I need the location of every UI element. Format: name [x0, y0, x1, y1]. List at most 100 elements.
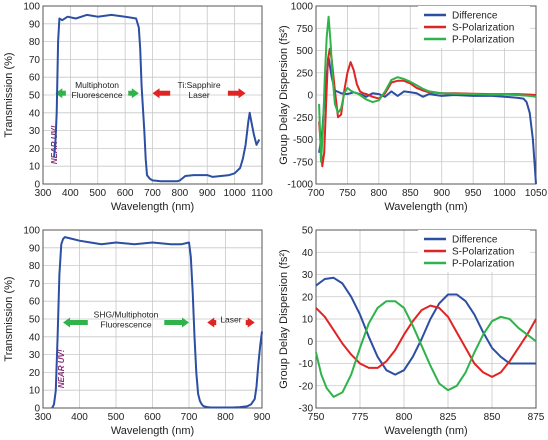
y-axis-label: Transmission (%)	[3, 276, 15, 361]
annotation-label: SHG/Multiphoton	[94, 310, 159, 320]
annotation-label: Laser	[188, 90, 209, 100]
annotation-label: Multiphoton	[75, 80, 119, 90]
x-tick-label: 750	[308, 412, 325, 423]
y-tick-label: -750	[293, 157, 313, 168]
y-tick-label: 20	[29, 144, 41, 155]
y-tick-label: 10	[29, 162, 41, 173]
x-axis-label: Wavelength (nm)	[384, 425, 467, 437]
plot-frame	[42, 5, 263, 185]
series-line-difference	[315, 276, 536, 376]
y-tick-label: 10	[29, 386, 41, 397]
x-axis-label: Wavelength (nm)	[384, 201, 467, 213]
y-tick-label: 40	[302, 248, 314, 259]
plot-frame	[42, 229, 263, 409]
y-tick-label: 80	[29, 37, 41, 48]
annotation-arrow-head	[238, 88, 246, 99]
x-tick-label: 950	[465, 188, 482, 199]
x-tick-label: 600	[144, 412, 161, 423]
x-tick-label: 400	[62, 188, 79, 199]
x-tick-label: 700	[144, 188, 161, 199]
y-axis-label: Transmission (%)	[3, 52, 15, 137]
y-tick-label: 10	[302, 315, 314, 326]
x-tick-label: 500	[89, 188, 106, 199]
y-tick-label: 70	[29, 279, 41, 290]
x-tick-label: 1050	[525, 188, 548, 199]
series-line-difference	[318, 56, 537, 185]
annotation-arrow-head	[55, 88, 63, 99]
series-line-p-polarization	[318, 15, 537, 163]
y-tick-label: 100	[23, 226, 40, 237]
x-tick-label: 800	[371, 188, 388, 199]
y-tick-label: 500	[296, 46, 313, 57]
x-tick-label: 300	[35, 188, 52, 199]
y-tick-label: 90	[29, 19, 41, 30]
y-axis-label: Group Delay Dispersion (fs²)	[278, 25, 290, 164]
chart-tl: 0 10 20 30 40 50 60 70 80 90 100 300 400 500 600 700 800…	[3, 2, 273, 214]
y-tick-label: 20	[302, 292, 314, 303]
x-tick-label: 875	[528, 412, 545, 423]
annotation-label: Fluorescence	[101, 320, 152, 330]
x-tick-label: 700	[308, 188, 325, 199]
y-tick-label: 0	[34, 180, 40, 191]
series-line-p-polarization	[315, 300, 537, 398]
y-tick-label: 50	[302, 226, 314, 237]
x-tick-label: 1000	[224, 188, 247, 199]
y-tick-label: 750	[296, 24, 313, 35]
x-axis-label: Wavelength (nm)	[111, 201, 194, 213]
annotation-label: Fluorescence	[72, 90, 123, 100]
y-tick-label: -1000	[287, 180, 313, 191]
x-tick-label: 825	[440, 412, 457, 423]
y-tick-label: 40	[29, 332, 41, 343]
y-tick-label: 0	[307, 91, 313, 102]
x-tick-label: 900	[199, 188, 216, 199]
legend-entry: S-Polarization	[452, 23, 514, 34]
x-tick-label: 800	[172, 188, 189, 199]
x-tick-label: 600	[117, 188, 134, 199]
chart-tr: -1000 -750 -500 -250 0 250 500 750 1000 700 750 800…	[278, 2, 548, 214]
legend-entry: Difference	[452, 235, 498, 246]
y-tick-label: 100	[23, 2, 40, 13]
x-tick-label: 700	[181, 412, 198, 423]
legend-entry: P-Polarization	[452, 259, 514, 270]
series-line-s-polarization	[315, 304, 537, 378]
x-tick-label: 400	[71, 412, 88, 423]
y-tick-label: 0	[307, 337, 313, 348]
annotation-label: Laser	[220, 315, 241, 325]
x-tick-label: 1000	[493, 188, 516, 199]
y-tick-label: 80	[29, 261, 41, 272]
annotation-arrow-head	[63, 317, 71, 328]
y-tick-label: 70	[29, 55, 41, 66]
annotation-label: Ti:Sapphire	[177, 80, 220, 90]
series-line-s-polarization	[318, 47, 537, 168]
x-tick-label: 500	[108, 412, 125, 423]
y-tick-label: -250	[293, 113, 313, 124]
y-tick-label: 30	[29, 126, 41, 137]
x-tick-label: 750	[339, 188, 356, 199]
x-tick-label: 900	[433, 188, 450, 199]
y-tick-label: 40	[29, 108, 41, 119]
legend-entry: P-Polarization	[452, 35, 514, 46]
y-tick-label: -500	[293, 135, 313, 146]
annotation-arrow-head	[207, 317, 215, 328]
x-axis-label: Wavelength (nm)	[111, 425, 194, 437]
x-tick-label: 800	[396, 412, 413, 423]
chart-br: -30 -20 -10 0 10 20 30 40 50 750 775 800 825 850 875 Wa…	[278, 226, 545, 438]
y-tick-label: 0	[34, 404, 40, 415]
y-tick-label: 1000	[291, 2, 314, 13]
y-tick-label: 50	[29, 91, 41, 102]
x-tick-label: 300	[35, 412, 52, 423]
x-tick-label: 850	[484, 412, 501, 423]
y-tick-label: 250	[296, 68, 313, 79]
chart-bl: 0 10 20 30 40 50 60 70 80 90 100 300 400 500 600 700 800…	[3, 226, 271, 438]
annotation-arrow-head	[131, 88, 139, 99]
annotation-arrow-head	[152, 88, 160, 99]
x-tick-label: 1100	[251, 188, 273, 199]
series-line	[53, 13, 261, 183]
legend-entry: Difference	[452, 11, 498, 22]
y-tick-label: 30	[302, 270, 314, 281]
x-tick-label: 775	[352, 412, 369, 423]
